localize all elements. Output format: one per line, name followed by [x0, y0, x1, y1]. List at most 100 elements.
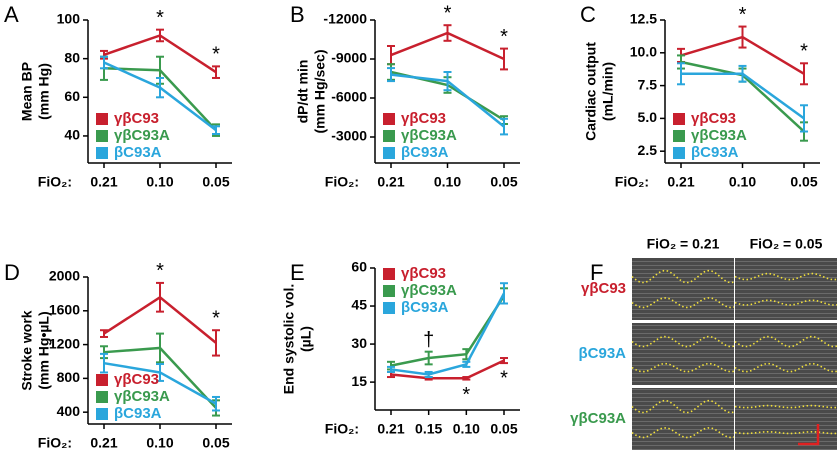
annotation: * [800, 41, 808, 63]
annotation: * [156, 260, 164, 282]
x-tick-label: 0.21 [377, 421, 404, 437]
y-tick-label: -9000 [331, 50, 367, 66]
annotation: * [444, 2, 452, 24]
row-label: γβC93 [581, 280, 626, 297]
y-tick-label: 80 [64, 49, 80, 65]
annotation: * [212, 44, 220, 66]
error-bar [156, 332, 164, 364]
legend-swatch [96, 374, 108, 386]
error-bar [800, 104, 808, 133]
x-tick-label: 0.15 [415, 421, 442, 437]
wall-trace [631, 427, 735, 439]
y-axis-label: Stroke work [19, 310, 35, 390]
x-tick-label: 0.21 [90, 174, 117, 190]
y-axis-label: Mean BP [19, 62, 35, 121]
y-tick-label: -12000 [323, 11, 367, 27]
error-bar [156, 28, 164, 43]
legend-swatch [383, 113, 395, 125]
echo-panel: F FiO₂ = 0.21 FiO₂ = 0.05 γβC93 βC93A γβC93A [570, 236, 837, 450]
panel-label: D [4, 260, 20, 285]
error-bar [462, 360, 471, 368]
y-tick-label: 5.0 [638, 109, 658, 125]
error-bar [738, 64, 747, 83]
wall-trace [734, 431, 837, 435]
y-tick-label: 7.5 [638, 76, 658, 92]
y-axis-label: (mm Hg) [36, 63, 52, 120]
panel-label: F [590, 260, 603, 285]
legend-swatch [383, 268, 395, 280]
legend-label: γβC93 [401, 110, 446, 127]
legend-swatch [673, 130, 685, 142]
x-tick-label: 0.10 [453, 421, 480, 437]
x-tick-label: 0.21 [377, 174, 404, 190]
error-bar [100, 352, 108, 374]
legend-label: γβC93 [691, 110, 736, 127]
x-axis-label: FiO₂: [325, 174, 359, 190]
error-bar [738, 25, 747, 49]
x-tick-label: 0.10 [146, 435, 173, 450]
column-label: FiO₂ = 0.21 [647, 236, 720, 252]
y-axis-label: End systolic vol. [281, 284, 297, 394]
y-tick-label: 40 [64, 127, 80, 143]
x-tick-label: 0.05 [790, 174, 817, 190]
legend-swatch [383, 130, 395, 142]
annotation: * [500, 26, 508, 48]
y-axis-label: (mm Hg•µL) [36, 311, 52, 389]
error-bar [100, 329, 108, 338]
legend-swatch [96, 147, 108, 159]
x-tick-label: 0.10 [434, 174, 461, 190]
y-tick-label: 2.5 [638, 142, 658, 158]
error-bar [443, 71, 452, 92]
wall-trace [734, 299, 837, 306]
x-tick-label: 0.05 [202, 435, 229, 450]
legend-label: γβC93A [114, 388, 170, 405]
y-tick-label: -3000 [331, 128, 367, 144]
wall-trace [631, 335, 735, 348]
series-line [390, 359, 505, 380]
legend-label: γβC93A [401, 282, 457, 299]
error-bar [677, 62, 685, 86]
x-tick-label: 0.10 [729, 174, 756, 190]
echo-image [735, 258, 837, 320]
annotation: * [500, 367, 508, 389]
wall-trace [734, 272, 837, 281]
error-bar [212, 395, 220, 412]
x-tick-label: 0.05 [202, 174, 229, 190]
annotation: * [156, 7, 164, 29]
error-bar [387, 67, 395, 83]
y-axis-label: (mL/min) [600, 62, 616, 121]
legend-swatch [96, 113, 108, 125]
panel-label: C [580, 2, 596, 27]
error-bar [156, 363, 164, 382]
panel-label: A [4, 2, 19, 27]
y-tick-label: 45 [351, 297, 367, 313]
wall-trace [734, 404, 837, 409]
y-tick-label: 10.0 [630, 44, 657, 60]
y-axis-label: Cardiac output [583, 42, 599, 141]
scale-bar [798, 424, 820, 446]
row-label: γβC93A [570, 410, 626, 427]
echo-image [735, 323, 837, 385]
legend-swatch [383, 147, 395, 159]
annotation: * [212, 308, 220, 330]
y-tick-label: 2000 [49, 268, 80, 284]
error-bar [424, 350, 433, 366]
legend-label: γβC93A [401, 127, 457, 144]
error-bar [500, 357, 508, 365]
y-tick-label: 12.5 [630, 11, 657, 27]
x-axis-label: FiO₂: [38, 435, 72, 450]
error-bar [212, 65, 220, 79]
legend-label: βC93A [401, 144, 449, 161]
echo-image [632, 258, 734, 320]
echo-image [632, 323, 734, 385]
legend-swatch [96, 391, 108, 403]
legend-swatch [383, 302, 395, 314]
annotation: † [423, 329, 434, 351]
legend-label: γβC93 [401, 265, 446, 282]
error-bar [500, 282, 508, 305]
error-bar [500, 47, 508, 71]
error-bar [212, 125, 220, 136]
y-tick-label: 60 [351, 259, 367, 275]
column-label: FiO₂ = 0.05 [750, 236, 823, 252]
